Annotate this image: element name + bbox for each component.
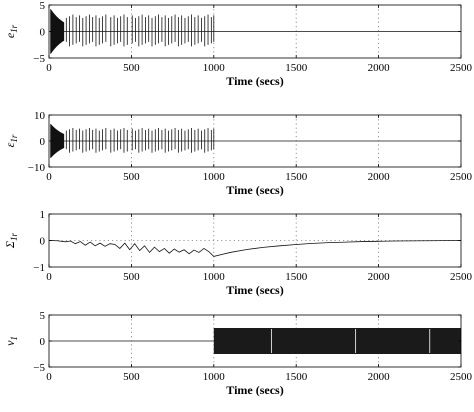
x-tick-label: 1500: [285, 62, 308, 74]
x-axis-label: Time (secs): [226, 183, 283, 197]
y-tick-label: 0: [40, 336, 46, 348]
x-tick-label: 2000: [368, 62, 391, 74]
x-tick-label: 500: [123, 371, 140, 383]
y-axis-label: Σ1r: [3, 232, 19, 249]
series-line: [48, 240, 462, 257]
switching-band: [213, 328, 461, 354]
y-tick-label: 1: [40, 209, 46, 221]
x-tick-label: 2000: [368, 271, 391, 283]
x-tick-label: 0: [46, 62, 52, 74]
x-tick-label: 1500: [285, 171, 308, 183]
y-tick-label: 0: [40, 136, 46, 148]
x-axis-label: Time (secs): [226, 74, 283, 88]
y-tick-label: 0: [40, 236, 46, 248]
x-tick-label: 1000: [203, 371, 226, 383]
x-tick-label: 0: [46, 171, 52, 183]
x-tick-label: 1500: [285, 371, 308, 383]
x-tick-label: 1500: [285, 271, 308, 283]
x-tick-label: 2500: [450, 171, 473, 183]
y-tick-label: 0: [40, 27, 46, 39]
x-tick-label: 2000: [368, 371, 391, 383]
x-tick-label: 0: [46, 371, 52, 383]
x-tick-label: 0: [46, 271, 52, 283]
y-tick-label: −10: [28, 162, 46, 174]
dense-burst: [50, 124, 65, 158]
x-tick-label: 1000: [203, 171, 226, 183]
y-tick-label: −5: [33, 362, 45, 374]
y-axis-label: v1: [3, 336, 19, 346]
x-tick-label: 2500: [450, 371, 473, 383]
y-tick-label: −1: [33, 262, 45, 274]
x-tick-label: 500: [123, 171, 140, 183]
y-axis-label: ε1r: [3, 134, 19, 147]
x-axis-label: Time (secs): [226, 383, 283, 397]
y-tick-label: 10: [34, 110, 46, 122]
x-tick-label: 1000: [203, 62, 226, 74]
x-axis-label: Time (secs): [226, 283, 283, 297]
y-axis-label: e1r: [3, 24, 19, 38]
x-tick-label: 500: [123, 62, 140, 74]
x-tick-label: 2500: [450, 271, 473, 283]
dense-burst: [50, 9, 65, 54]
y-tick-label: 5: [40, 310, 46, 322]
y-tick-label: −5: [33, 53, 45, 65]
x-tick-label: 2500: [450, 62, 473, 74]
x-tick-label: 1000: [203, 271, 226, 283]
x-tick-label: 500: [123, 271, 140, 283]
x-tick-label: 2000: [368, 171, 391, 183]
y-tick-label: 5: [40, 0, 46, 12]
